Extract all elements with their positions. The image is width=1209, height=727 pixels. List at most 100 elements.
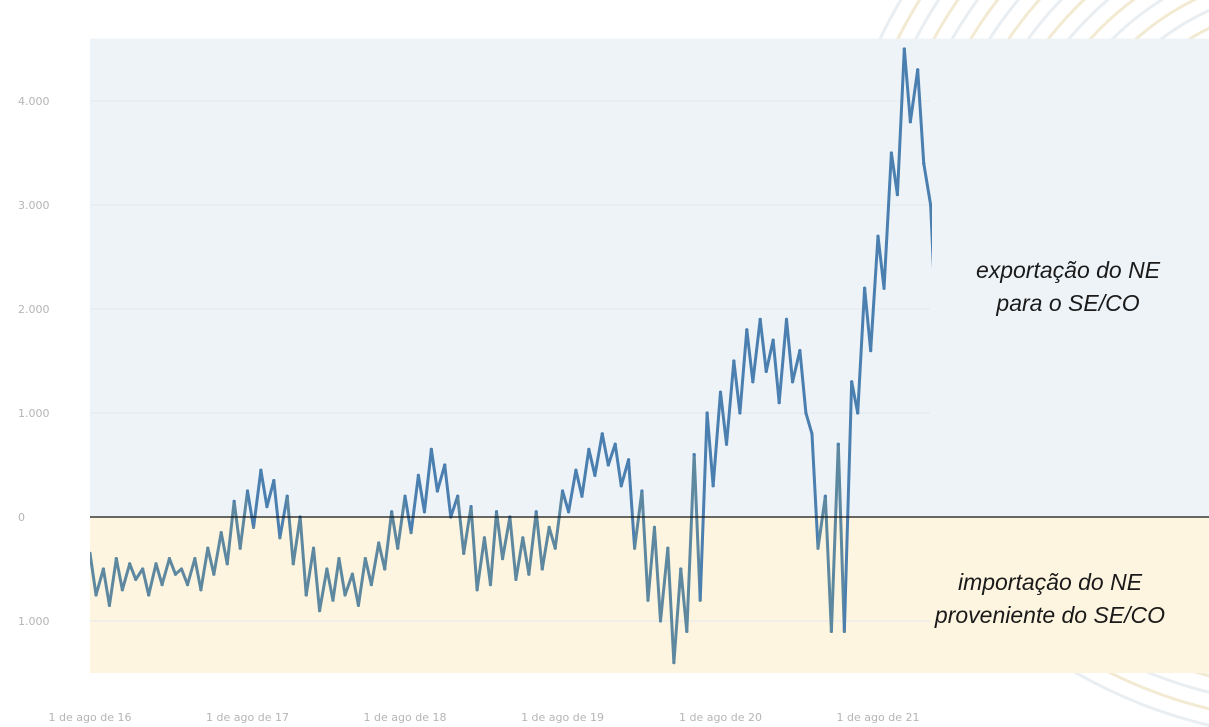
series-segment xyxy=(462,505,473,555)
data-point xyxy=(547,525,551,530)
y-tick-label: 0 xyxy=(18,511,25,524)
data-point xyxy=(777,401,781,405)
data-point xyxy=(758,317,762,321)
data-point xyxy=(456,494,460,498)
series-segment xyxy=(798,349,808,415)
data-point xyxy=(225,562,229,566)
data-point xyxy=(856,411,860,415)
series-segment xyxy=(902,47,912,124)
series-segment xyxy=(613,442,623,488)
data-point xyxy=(403,494,407,498)
x-tick-label: 1 de ago de 16 xyxy=(49,711,132,724)
data-point xyxy=(626,458,631,462)
series-segment xyxy=(383,510,394,571)
data-point xyxy=(245,489,250,493)
series-segment xyxy=(627,458,637,550)
data-point xyxy=(922,161,926,165)
data-point xyxy=(574,468,578,472)
data-point xyxy=(206,546,210,550)
series-segment xyxy=(252,468,263,529)
series-segment xyxy=(186,557,197,587)
data-point xyxy=(350,572,354,576)
data-point xyxy=(500,557,505,561)
data-point xyxy=(154,562,158,566)
series-segment xyxy=(160,557,171,587)
y-tick-label: 1.000 xyxy=(18,615,50,628)
data-point xyxy=(527,572,531,576)
series-segment xyxy=(593,432,604,477)
data-point xyxy=(804,411,808,415)
series-segment xyxy=(732,359,742,415)
series-segment xyxy=(469,505,479,592)
export-annotation-line-1: exportação do NE xyxy=(975,257,1161,283)
series-segment xyxy=(771,338,781,405)
data-point xyxy=(619,484,623,488)
series-segment xyxy=(619,458,631,488)
data-point xyxy=(606,463,610,467)
x-tick-label: 1 de ago de 18 xyxy=(364,711,447,724)
x-tick-label: 1 de ago de 20 xyxy=(679,711,762,724)
series-segment xyxy=(219,531,229,566)
y-axis: 1.000 0 1.000 2.000 3.000 4.000 xyxy=(18,95,50,628)
x-tick-label: 1 de ago de 17 xyxy=(206,711,289,724)
export-annotation: exportação do NE para o SE/CO xyxy=(943,254,1193,320)
series-segment xyxy=(705,411,715,488)
series-segment xyxy=(908,68,920,124)
series-segment xyxy=(646,525,656,602)
series-segment xyxy=(711,390,722,488)
data-point xyxy=(94,593,98,597)
data-point xyxy=(745,328,749,332)
series-segment xyxy=(836,442,846,633)
gridlines xyxy=(90,100,930,622)
series-segment xyxy=(212,531,223,576)
data-point xyxy=(566,510,571,514)
series-segment xyxy=(141,567,151,597)
series-segment xyxy=(363,557,373,587)
data-point xyxy=(842,629,846,634)
series-segment xyxy=(128,562,138,581)
series-segment xyxy=(640,489,650,602)
series-segment xyxy=(725,359,736,446)
series-segment xyxy=(791,349,802,384)
series-segment xyxy=(193,557,203,592)
series-segment xyxy=(134,567,145,581)
data-point xyxy=(751,380,755,384)
series-segment xyxy=(403,494,413,535)
data-point xyxy=(429,447,433,451)
data-point xyxy=(711,484,715,488)
series-segment xyxy=(869,234,880,353)
series-segment xyxy=(318,567,329,613)
series-segment xyxy=(488,510,499,587)
data-point xyxy=(363,557,367,561)
data-point xyxy=(331,598,335,602)
series-segment xyxy=(325,567,335,602)
data-point xyxy=(343,593,347,597)
data-point xyxy=(311,546,316,550)
series-segment xyxy=(540,525,551,571)
series-segment xyxy=(179,567,190,587)
import-annotation-line-2: proveniente do SE/CO xyxy=(934,602,1166,628)
series-segment xyxy=(863,286,873,353)
series-segment xyxy=(804,411,814,436)
series-segment xyxy=(337,557,347,597)
series-segment xyxy=(580,447,591,498)
data-point xyxy=(251,525,256,530)
data-point xyxy=(593,473,597,477)
data-point xyxy=(325,567,329,571)
data-point xyxy=(863,286,867,290)
data-point xyxy=(829,629,833,634)
data-point xyxy=(692,453,696,457)
series-segment xyxy=(777,317,789,405)
data-point xyxy=(114,557,118,561)
data-point xyxy=(337,557,341,561)
series-segment xyxy=(343,572,354,597)
data-point xyxy=(265,505,269,509)
data-point xyxy=(435,489,439,493)
data-point xyxy=(587,447,591,451)
data-point xyxy=(771,338,775,342)
data-point xyxy=(929,203,932,207)
series-segment xyxy=(147,562,158,597)
data-point xyxy=(613,442,617,446)
series-segment xyxy=(574,468,584,498)
series-segment xyxy=(206,546,216,576)
